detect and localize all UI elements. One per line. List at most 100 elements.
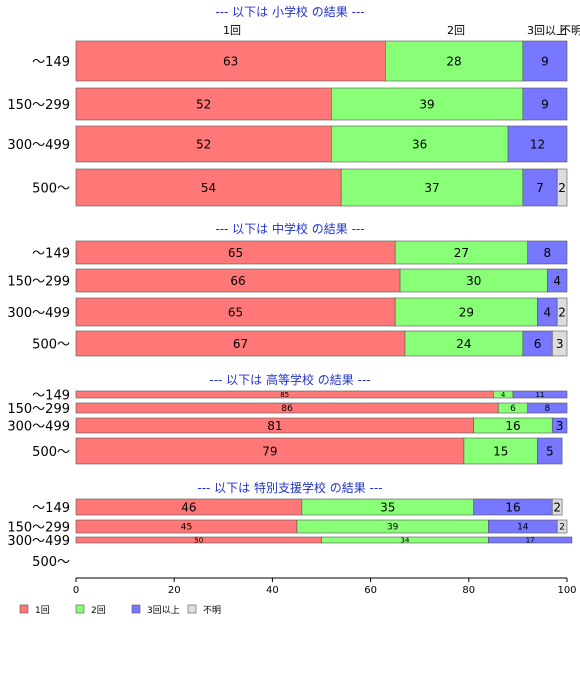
data-label: 15 — [493, 444, 508, 458]
data-label: 65 — [228, 305, 243, 319]
data-label: 81 — [267, 419, 282, 433]
category-label: 500～ — [32, 338, 70, 353]
legend-swatch — [75, 604, 85, 614]
header-2kai: 2回 — [447, 24, 465, 37]
bar-segment — [463, 437, 538, 465]
data-label: 7 — [536, 181, 544, 195]
x-tick-label: 0 — [73, 585, 79, 596]
data-label: 54 — [201, 181, 216, 195]
data-label: 6 — [534, 337, 542, 351]
x-tick-label: 80 — [462, 585, 475, 596]
bar-segment — [527, 402, 568, 414]
category-label: ～149 — [32, 247, 70, 262]
header-fumei: 不明 — [560, 24, 580, 37]
bar-segment — [537, 437, 563, 465]
data-label: 28 — [446, 54, 461, 68]
bar-segment — [551, 498, 563, 516]
data-label: 17 — [526, 537, 535, 545]
category-label: ～149 — [32, 389, 70, 404]
data-label: 39 — [387, 523, 399, 533]
data-label: 39 — [419, 97, 434, 111]
bar-segment — [522, 87, 568, 121]
group-title: --- 以下は 小学校 の結果 --- — [215, 4, 364, 19]
bar-segment — [331, 87, 524, 121]
group-title: --- 以下は 中学校 の結果 --- — [215, 221, 364, 236]
category-label: 300～499 — [7, 420, 70, 435]
data-label: 27 — [454, 246, 469, 260]
bar-segment — [547, 268, 568, 293]
data-label: 52 — [196, 137, 211, 151]
group-title: --- 以下は 高等学校 の結果 --- — [209, 372, 370, 387]
data-label: 16 — [505, 500, 520, 514]
x-tick-label: 100 — [557, 585, 576, 596]
data-label: 52 — [196, 97, 211, 111]
data-label: 8 — [544, 404, 550, 414]
bar-segment — [404, 330, 524, 357]
data-label: 4 — [501, 391, 506, 399]
category-label: ～149 — [32, 55, 70, 70]
legend-label: 3回以上 — [147, 605, 180, 616]
header-1kai: 1回 — [223, 24, 241, 37]
bar-segment — [75, 125, 332, 163]
legend-label: 不明 — [203, 605, 221, 616]
data-label: 66 — [230, 274, 245, 288]
bar-segment — [556, 297, 568, 327]
bar-segment — [331, 125, 509, 163]
header-3kai-ijou: 3回以上 — [527, 24, 567, 37]
bar-segment — [556, 519, 568, 534]
group-title: --- 以下は 特別支援学校 の結果 --- — [197, 480, 382, 495]
bar-segment — [551, 417, 568, 434]
category-label: 150～299 — [7, 402, 70, 417]
data-label: 2 — [559, 523, 565, 533]
data-label: 29 — [459, 305, 474, 319]
category-label: 300～499 — [7, 534, 70, 549]
data-label: 12 — [530, 137, 545, 151]
data-label: 63 — [223, 54, 238, 68]
bar-segment — [394, 297, 538, 327]
data-label: 3 — [556, 419, 564, 433]
category-label: 150～299 — [7, 98, 70, 113]
data-label: 11 — [536, 391, 545, 399]
bar-segment — [340, 168, 524, 207]
category-label: 500～ — [32, 445, 70, 460]
data-label: 2 — [558, 305, 566, 319]
category-label: 150～299 — [7, 275, 70, 290]
bar-segment — [75, 168, 342, 207]
bar-segment — [522, 40, 568, 82]
data-label: 46 — [181, 500, 196, 514]
x-tick-label: 40 — [266, 585, 279, 596]
legend-label: 1回 — [35, 605, 50, 616]
bar-segment — [522, 330, 553, 357]
data-label: 45 — [181, 523, 192, 533]
bar-segment — [556, 168, 568, 207]
data-label: 67 — [233, 337, 248, 351]
data-label: 3 — [556, 337, 564, 351]
data-label: 79 — [262, 444, 277, 458]
data-label: 9 — [541, 54, 549, 68]
data-label: 24 — [456, 337, 471, 351]
bar-segment — [551, 330, 568, 357]
data-label: 8 — [544, 246, 552, 260]
data-label: 65 — [228, 246, 243, 260]
data-label: 5 — [546, 444, 554, 458]
bar-segment — [512, 390, 568, 399]
category-label: 300～499 — [7, 138, 70, 153]
data-label: 2 — [558, 181, 566, 195]
bar-segment — [385, 40, 524, 82]
category-label: ～149 — [32, 501, 70, 516]
data-label: 9 — [541, 97, 549, 111]
category-label: 150～299 — [7, 521, 70, 536]
data-label: 6 — [510, 404, 516, 414]
data-label: 30 — [466, 274, 481, 288]
x-tick-label: 20 — [168, 585, 181, 596]
bar-segment — [75, 330, 406, 357]
category-label: 500～ — [32, 555, 70, 570]
legend-swatch — [19, 604, 29, 614]
data-label: 4 — [544, 305, 552, 319]
bar-segment — [488, 536, 573, 544]
legend-label: 2回 — [91, 605, 106, 616]
x-tick-label: 60 — [364, 585, 377, 596]
legend-swatch — [131, 604, 141, 614]
data-label: 85 — [280, 391, 289, 399]
